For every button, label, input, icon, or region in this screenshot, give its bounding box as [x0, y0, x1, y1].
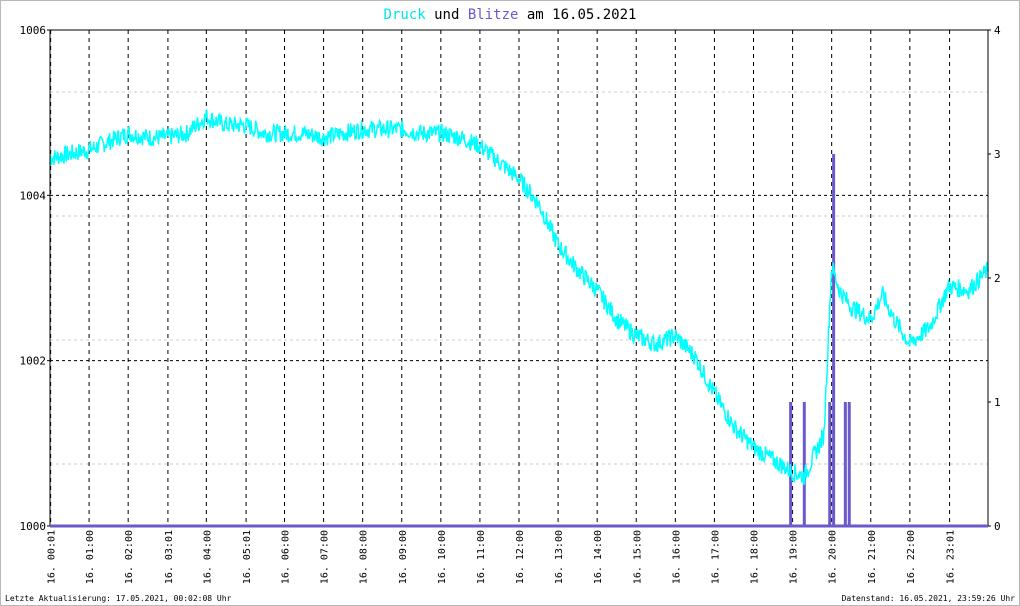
- x-tick-label: 16. 12:00: [515, 530, 526, 584]
- footer-last-update: Letzte Aktualisierung: 17.05.2021, 00:02…: [5, 594, 232, 603]
- title-part-1: und: [426, 7, 468, 23]
- lightning-bar: [847, 402, 851, 526]
- x-tick-label: 16. 01:00: [85, 530, 96, 584]
- y-left-tick-label: 1006: [20, 24, 47, 37]
- y-right-tick-label: 0: [994, 520, 1001, 533]
- x-tick-label: 16. 04:00: [202, 530, 213, 584]
- lightning-bar: [789, 402, 793, 526]
- x-tick-label: 16. 05:01: [242, 530, 253, 584]
- x-tick-label: 16. 20:00: [828, 530, 839, 584]
- x-tick-label: 16. 22:00: [906, 530, 917, 584]
- y-right-tick-label: 4: [994, 24, 1001, 37]
- x-tick-label: 16. 09:00: [398, 530, 409, 584]
- x-tick-label: 16. 19:00: [789, 530, 800, 584]
- grid: [50, 30, 988, 526]
- x-tick-label: 16. 15:00: [632, 530, 643, 584]
- x-tick-label: 16. 06:00: [281, 530, 292, 584]
- x-tick-label: 16. 17:00: [710, 530, 721, 584]
- pressure-series: [49, 109, 989, 486]
- title-part-3: am 16.05.2021: [518, 7, 636, 23]
- y-left-tick-label: 1004: [20, 189, 47, 202]
- y-right-tick-label: 3: [994, 148, 1001, 161]
- y-right-tick-label: 2: [994, 272, 1001, 285]
- title-part-0: Druck: [384, 7, 427, 23]
- x-tick-label: 16. 00:01: [47, 530, 58, 584]
- x-tick-label: 16. 21:00: [867, 530, 878, 584]
- x-tick-label: 16. 08:00: [359, 530, 370, 584]
- y-right-tick-label: 1: [994, 396, 1001, 409]
- y-left-tick-label: 1002: [20, 355, 47, 368]
- x-tick-label: 16. 02:00: [124, 530, 135, 584]
- pressure-line: [49, 109, 989, 486]
- chart-title: Druck und Blitze am 16.05.2021: [384, 7, 637, 23]
- y-left-tick-label: 1000: [20, 520, 47, 533]
- title-part-2: Blitze: [468, 7, 519, 23]
- x-tick-label: 16. 16:00: [671, 530, 682, 584]
- lightning-bar: [802, 402, 806, 526]
- lightning-bar: [843, 402, 847, 526]
- lightning-bar: [832, 154, 836, 526]
- lightning-bar: [828, 402, 832, 526]
- x-tick-label: 16. 03:01: [164, 530, 175, 584]
- x-tick-label: 16. 10:00: [437, 530, 448, 584]
- lightning-bars: [789, 154, 851, 526]
- x-tick-label: 16. 18:00: [750, 530, 761, 584]
- footer-data-timestamp: Datenstand: 16.05.2021, 23:59:26 Uhr: [842, 594, 1016, 603]
- x-tick-label: 16. 11:00: [476, 530, 487, 584]
- x-tick-label: 16. 23:01: [946, 530, 957, 584]
- x-tick-label: 16. 13:00: [554, 530, 565, 584]
- tick-labels: 1000 1002 1004 1006 0 1 2 3 4 16. 00:01 16. 01:00 1…: [20, 24, 1002, 584]
- x-tick-label: 16. 07:00: [320, 530, 331, 584]
- x-tick-label: 16. 14:00: [593, 530, 604, 584]
